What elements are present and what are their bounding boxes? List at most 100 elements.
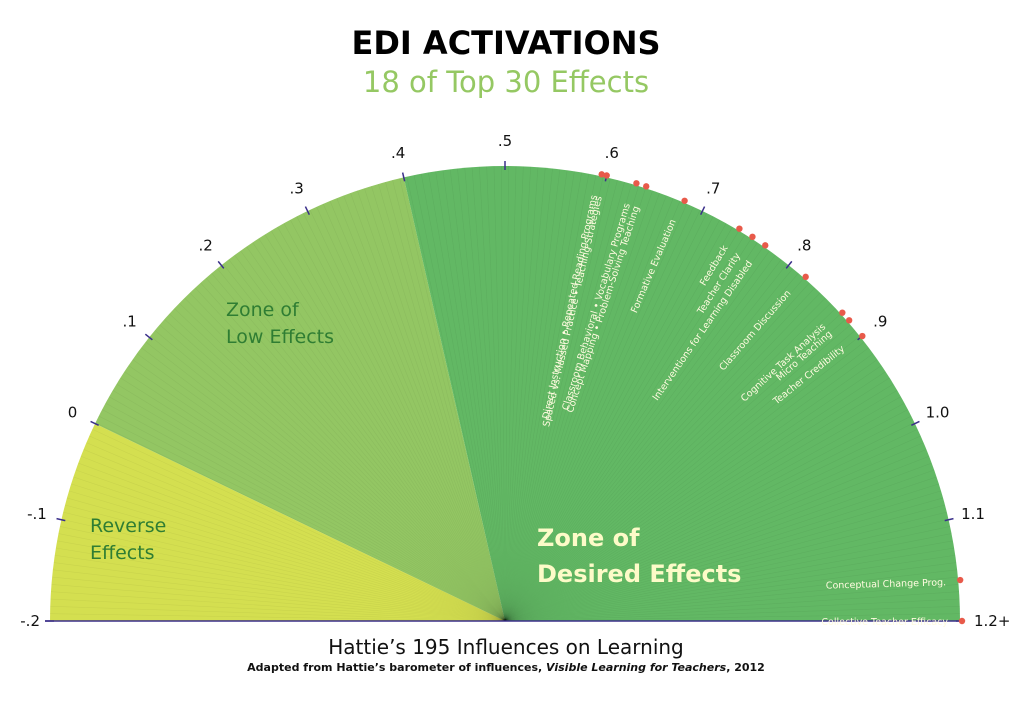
zone-sector-2 [403, 166, 960, 621]
spoke-line [504, 242, 758, 622]
spoke-line [504, 203, 687, 622]
spoke-line [258, 238, 506, 622]
spoke-line [504, 449, 927, 622]
tick-label: .3 [290, 180, 304, 198]
spoke-line [116, 383, 506, 622]
zone-label-2: Zone of Desired Effects [537, 524, 741, 588]
zone-label-line: Low Effects [226, 326, 334, 348]
spoke-line [141, 347, 506, 622]
spoke-line [504, 415, 912, 622]
spoke-line [504, 223, 727, 622]
tick-mark [401, 172, 406, 182]
spoke-line [493, 166, 506, 622]
influence-dot [681, 197, 688, 204]
spoke-line [132, 359, 506, 622]
tick-label: 1.0 [926, 404, 950, 422]
spoke-line [504, 167, 546, 622]
spoke-line [159, 324, 506, 622]
influence-dot [956, 576, 964, 584]
spoke-line [98, 415, 506, 622]
spoke-line [316, 206, 506, 622]
spoke-line [504, 396, 902, 622]
tick-label: -.1 [27, 505, 47, 523]
source-book: Visible Learning for Teachers [546, 661, 727, 674]
zone-label-line: Desired Effects [537, 560, 741, 588]
spoke-line [86, 442, 506, 622]
spoke-line [504, 167, 539, 622]
zone-label-0: Reverse Effects [90, 515, 166, 564]
spoke-line [504, 166, 517, 622]
spoke-line [75, 469, 506, 622]
spoke-line [290, 219, 506, 622]
spoke-line [504, 192, 660, 622]
tick-label: 0 [68, 404, 78, 422]
source-suffix: , 2012 [726, 661, 765, 674]
spoke-line [169, 313, 506, 622]
spoke-line [58, 533, 506, 622]
footer-source: Adapted from Hattie’s barometer of influ… [247, 661, 765, 674]
spoke-line [504, 476, 937, 622]
spoke-line [50, 591, 506, 622]
spoke-line [73, 476, 506, 622]
influence-dots [598, 171, 966, 625]
spoke-line [399, 178, 506, 622]
spoke-line [303, 212, 506, 622]
spoke-line [504, 259, 782, 622]
spoke-line [504, 195, 667, 622]
spoke-line [53, 562, 506, 622]
zone-labels: Reverse Effects Zone of Low Effects Zone of D… [90, 299, 741, 588]
spoke-line [504, 302, 831, 622]
influence-dot [603, 172, 610, 179]
sector-spokes [50, 166, 960, 622]
spoke-line [52, 576, 506, 622]
spoke-line [357, 190, 506, 622]
influence-dot [802, 273, 809, 281]
tick-label: .1 [123, 313, 137, 331]
spoke-line [504, 390, 898, 622]
spoke-line [504, 277, 805, 622]
spoke-line [504, 562, 957, 622]
tick-label: .5 [498, 132, 512, 150]
spoke-line [504, 613, 960, 622]
spoke-line [179, 302, 506, 622]
zone-label-line: Zone of [537, 524, 640, 552]
spoke-line [154, 330, 506, 622]
tick-mark [785, 260, 793, 269]
spoke-line [471, 167, 506, 622]
influence-dot [749, 233, 756, 240]
spoke-line [80, 455, 506, 622]
zone-sector-1 [95, 177, 505, 621]
spoke-line [174, 308, 506, 622]
spoke-line [504, 268, 793, 622]
spoke-line [246, 246, 506, 622]
tick-label: 1.1 [961, 505, 985, 523]
spoke-line [78, 462, 506, 622]
spoke-line [479, 166, 506, 622]
spoke-line [108, 396, 506, 622]
spoke-line [504, 455, 930, 622]
spoke-line [145, 341, 506, 622]
spoke-line [504, 183, 632, 622]
spoke-line [504, 219, 720, 622]
spoke-line [504, 422, 915, 622]
spoke-line [504, 166, 509, 622]
spoke-line [504, 198, 674, 622]
zone-label-line: Reverse [90, 515, 166, 537]
spoke-line [504, 324, 851, 622]
tick-mark [304, 206, 310, 215]
spoke-line [385, 181, 506, 622]
spoke-line [504, 171, 575, 622]
source-prefix: Adapted from Hattie’s barometer of influ… [247, 661, 546, 674]
spoke-line [240, 250, 506, 622]
spoke-line [89, 435, 506, 622]
zone-sectors [50, 166, 960, 621]
spoke-line [364, 188, 506, 622]
spoke-line [504, 226, 733, 622]
spoke-line [449, 169, 506, 622]
spoke-line [504, 263, 788, 622]
influence-dot [839, 309, 846, 316]
spoke-line [234, 254, 506, 622]
spoke-line [392, 180, 506, 622]
tick-mark [944, 517, 954, 522]
zone-sector-0 [50, 423, 505, 621]
